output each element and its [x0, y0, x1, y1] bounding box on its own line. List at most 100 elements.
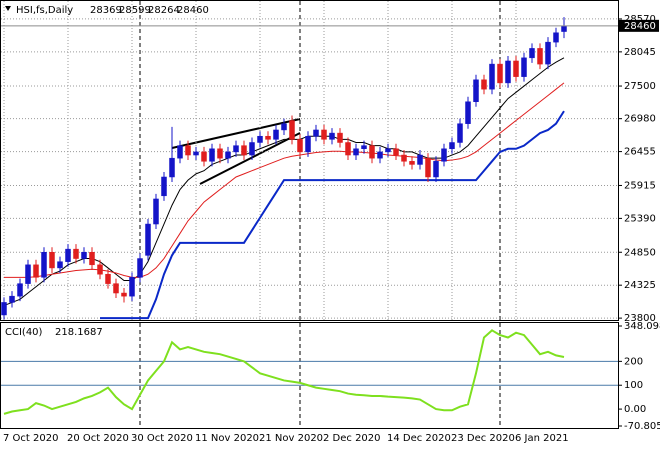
candle-body — [9, 295, 15, 303]
candle-body — [561, 25, 567, 32]
indicator-line — [100, 110, 565, 320]
candle-body — [417, 154, 423, 165]
candle-body — [353, 148, 359, 156]
candle-body — [489, 63, 495, 90]
candle-body — [17, 283, 23, 297]
candle-body — [545, 41, 551, 65]
x-tick-label: 30 Oct 2020 — [131, 433, 193, 444]
indicator-line — [3, 57, 565, 307]
indicator-value: 218.1687 — [55, 327, 103, 338]
x-tick-label: 20 Oct 2020 — [67, 433, 129, 444]
candle-body — [289, 120, 295, 140]
y-tick-label: 27500 — [624, 81, 656, 92]
candle-body — [273, 129, 279, 140]
ohlc-high: 28599 — [119, 5, 151, 16]
candle-body — [409, 161, 415, 165]
current-price-box — [619, 19, 659, 32]
candle-body — [329, 132, 335, 140]
candle-body — [513, 60, 519, 77]
candle-body — [465, 101, 471, 124]
candle-body — [65, 248, 71, 262]
menu-arrow[interactable] — [5, 6, 11, 11]
candle-body — [537, 48, 543, 65]
y-tick-label: 100 — [624, 380, 643, 391]
candle-body — [121, 292, 127, 297]
candle-body — [425, 157, 431, 178]
candle-body — [337, 132, 343, 143]
candle-body — [385, 148, 391, 153]
candle-body — [49, 252, 55, 269]
candle-body — [97, 264, 103, 275]
symbol-title: HSI,fs,Daily — [16, 5, 73, 16]
indicator-panel — [0, 322, 619, 429]
candle-body — [449, 142, 455, 150]
candle-body — [1, 302, 7, 316]
candle-body — [129, 277, 135, 297]
candle-body — [169, 157, 175, 178]
candle-body — [305, 135, 311, 153]
y-tick-label: -70.8056 — [624, 421, 660, 432]
y-tick-label: 200 — [624, 356, 643, 367]
candle-body — [209, 148, 215, 162]
candle-body — [81, 252, 87, 259]
candle-body — [313, 129, 319, 137]
candle-body — [153, 198, 159, 225]
candle-body — [369, 145, 375, 159]
candle-body — [393, 148, 399, 156]
candle-body — [25, 264, 31, 284]
candle-body — [265, 135, 271, 140]
candle-body — [441, 148, 447, 162]
ohlc-close: 28460 — [177, 5, 209, 16]
candle-body — [113, 283, 119, 294]
candle-body — [361, 145, 367, 150]
y-tick-label: 26980 — [624, 114, 656, 125]
y-tick-label: 0.00 — [624, 404, 646, 415]
candle-body — [457, 123, 463, 143]
candle-body — [249, 142, 255, 156]
candle-body — [481, 79, 487, 90]
candle-body — [105, 273, 111, 284]
candle-body — [473, 79, 479, 102]
x-tick-label: 6 Jan 2021 — [515, 433, 569, 444]
indicator-title: CCI(40) — [5, 327, 43, 338]
candle-body — [281, 123, 287, 131]
candle-body — [521, 57, 527, 77]
candle-body — [57, 261, 63, 269]
y-tick-label: 24325 — [624, 280, 656, 291]
x-tick-label: 23 Dec 2020 — [451, 433, 515, 444]
candle-body — [233, 145, 239, 153]
candle-body — [345, 142, 351, 156]
candle-body — [145, 223, 151, 256]
candle-body — [201, 151, 207, 162]
trend-line — [171, 118, 301, 149]
candle-body — [529, 48, 535, 59]
price-panel — [0, 0, 619, 321]
candle-body — [161, 176, 167, 197]
candle-body — [137, 258, 143, 278]
candle-body — [505, 60, 511, 84]
x-tick-label: 7 Oct 2020 — [3, 433, 58, 444]
trend-line — [199, 132, 301, 185]
x-tick-label: 11 Nov 2020 — [195, 433, 259, 444]
candle-body — [377, 151, 383, 159]
candle-body — [41, 252, 47, 278]
candle-body — [553, 32, 559, 43]
candle-body — [321, 129, 327, 140]
ohlc-open: 28369 — [90, 5, 122, 16]
y-tick-label: 25390 — [624, 213, 656, 224]
candle-body — [433, 161, 439, 178]
cci-line — [3, 329, 565, 415]
candle-body — [73, 248, 79, 259]
candle-body — [225, 151, 231, 159]
candle-body — [33, 264, 39, 278]
y-tick-label: 28570 — [624, 14, 656, 25]
candle-body — [241, 145, 247, 156]
candle-body — [89, 252, 95, 266]
x-tick-label: 21 Nov 2020 — [259, 433, 323, 444]
y-tick-label: 348.0987 — [624, 321, 660, 332]
candle-body — [193, 151, 199, 156]
y-tick-label: 28045 — [624, 47, 656, 58]
x-tick-label: 2 Dec 2020 — [323, 433, 381, 444]
